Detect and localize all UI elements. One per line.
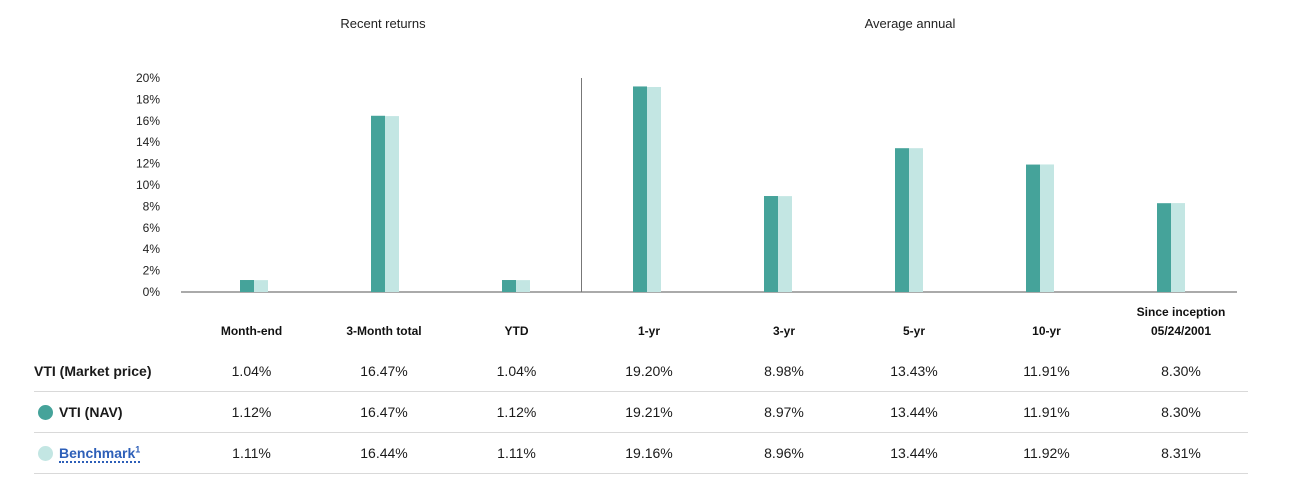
header-since-inception: Since inception 05/24/2001 bbox=[1114, 301, 1248, 351]
y-tick-label: 12% bbox=[136, 157, 160, 171]
table-cell: 1.12% bbox=[454, 391, 579, 433]
y-tick-label: 18% bbox=[136, 92, 160, 106]
y-tick-label: 0% bbox=[143, 285, 161, 299]
returns-table: Month-end 3-Month total YTD 1-yr 3-yr 5-… bbox=[34, 301, 1248, 474]
bar bbox=[240, 280, 254, 292]
y-tick-label: 10% bbox=[136, 178, 160, 192]
y-tick-label: 20% bbox=[136, 71, 160, 85]
header-3-yr: 3-yr bbox=[772, 324, 795, 338]
bar bbox=[764, 196, 778, 292]
y-tick-label: 6% bbox=[143, 221, 161, 235]
table-cell: 11.91% bbox=[979, 391, 1114, 433]
table-cell: 1.11% bbox=[454, 432, 579, 474]
bar bbox=[1157, 203, 1171, 292]
bar bbox=[647, 86, 661, 292]
header-since-inception-line2: 05/24/2001 bbox=[1150, 324, 1212, 338]
benchmark-footnote-marker: 1 bbox=[135, 444, 141, 455]
nav-legend-dot-icon bbox=[38, 405, 53, 420]
table-row-benchmark: Benchmark1 1.11% 16.44% 1.11% 19.16% 8.9… bbox=[34, 432, 1248, 474]
table-cell: 8.30% bbox=[1114, 391, 1248, 433]
bar bbox=[909, 148, 923, 292]
row-label-nav-text: VTI (NAV) bbox=[59, 404, 123, 420]
table-cell: 19.20% bbox=[579, 351, 719, 392]
table-cell: 1.11% bbox=[189, 432, 314, 474]
table-cell: 8.30% bbox=[1114, 351, 1248, 392]
table-row-market-price: VTI (Market price) 1.04% 16.47% 1.04% 19… bbox=[34, 351, 1248, 392]
table-cell: 19.16% bbox=[579, 432, 719, 474]
section-title-recent-returns: Recent returns bbox=[340, 16, 426, 31]
header-5-yr: 5-yr bbox=[902, 324, 925, 338]
table-header-row: Month-end 3-Month total YTD 1-yr 3-yr 5-… bbox=[34, 301, 1248, 351]
table-cell: 16.44% bbox=[314, 432, 454, 474]
header-since-inception-line1: Since inception bbox=[1136, 305, 1226, 319]
header-ytd: YTD bbox=[504, 324, 529, 338]
header-month-end: Month-end bbox=[220, 324, 283, 338]
y-tick-label: 4% bbox=[143, 242, 161, 256]
bar bbox=[1026, 164, 1040, 292]
table-cell: 8.96% bbox=[719, 432, 849, 474]
table-cell: 11.92% bbox=[979, 432, 1114, 474]
bar bbox=[385, 116, 399, 292]
row-label-nav: VTI (NAV) bbox=[34, 391, 189, 433]
table-cell: 13.43% bbox=[849, 351, 979, 392]
table-cell: 8.31% bbox=[1114, 432, 1248, 474]
bar bbox=[516, 280, 530, 292]
bar bbox=[1040, 164, 1054, 292]
y-tick-label: 2% bbox=[143, 264, 161, 278]
table-cell: 19.21% bbox=[579, 391, 719, 433]
header-10-yr: 10-yr bbox=[1032, 324, 1061, 338]
bar bbox=[633, 86, 647, 292]
table-cell: 16.47% bbox=[314, 351, 454, 392]
table-cell: 8.98% bbox=[719, 351, 849, 392]
bar bbox=[895, 148, 909, 292]
benchmark-link[interactable]: Benchmark1 bbox=[59, 444, 141, 464]
section-title-average-annual: Average annual bbox=[864, 16, 956, 31]
table-cell: 13.44% bbox=[849, 432, 979, 474]
table-cell: 13.44% bbox=[849, 391, 979, 433]
table-cell: 1.04% bbox=[189, 351, 314, 392]
header-blank bbox=[34, 301, 189, 351]
bar bbox=[371, 115, 385, 293]
y-tick-label: 8% bbox=[143, 199, 161, 213]
header-1-yr: 1-yr bbox=[637, 324, 660, 338]
benchmark-legend-dot-icon bbox=[38, 446, 53, 462]
row-label-market-price: VTI (Market price) bbox=[34, 351, 189, 392]
y-tick-label: 16% bbox=[136, 114, 160, 128]
table-cell: 1.12% bbox=[189, 391, 314, 433]
table-cell: 16.47% bbox=[314, 391, 454, 433]
bar bbox=[778, 196, 792, 292]
bar bbox=[502, 280, 516, 292]
table-cell: 1.04% bbox=[454, 351, 579, 392]
header-3-month-total: 3-Month total bbox=[346, 324, 422, 338]
bar bbox=[1171, 203, 1185, 292]
table-cell: 8.97% bbox=[719, 391, 849, 433]
table-row-nav: VTI (NAV) 1.12% 16.47% 1.12% 19.21% 8.97… bbox=[34, 391, 1248, 433]
y-tick-label: 14% bbox=[136, 135, 160, 149]
table-cell: 11.91% bbox=[979, 351, 1114, 392]
benchmark-link-text: Benchmark bbox=[59, 445, 136, 462]
bar bbox=[254, 280, 268, 292]
row-label-benchmark: Benchmark1 bbox=[34, 432, 189, 474]
